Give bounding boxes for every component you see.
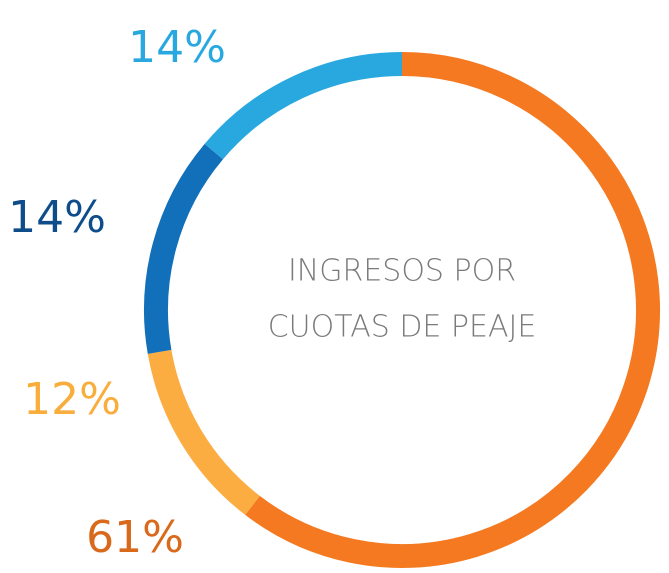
data-label: 14% (8, 192, 106, 243)
center-text: CUOTAS DE PEAJE (268, 310, 537, 345)
center-text: INGRESOS POR (288, 254, 516, 289)
donut-segment (147, 349, 260, 515)
donut-segment (204, 52, 403, 160)
donut-segment (144, 143, 224, 354)
data-label: 61% (86, 512, 184, 563)
data-label: 12% (23, 374, 121, 425)
donut-segment (245, 52, 660, 568)
data-label: 14% (128, 22, 226, 73)
